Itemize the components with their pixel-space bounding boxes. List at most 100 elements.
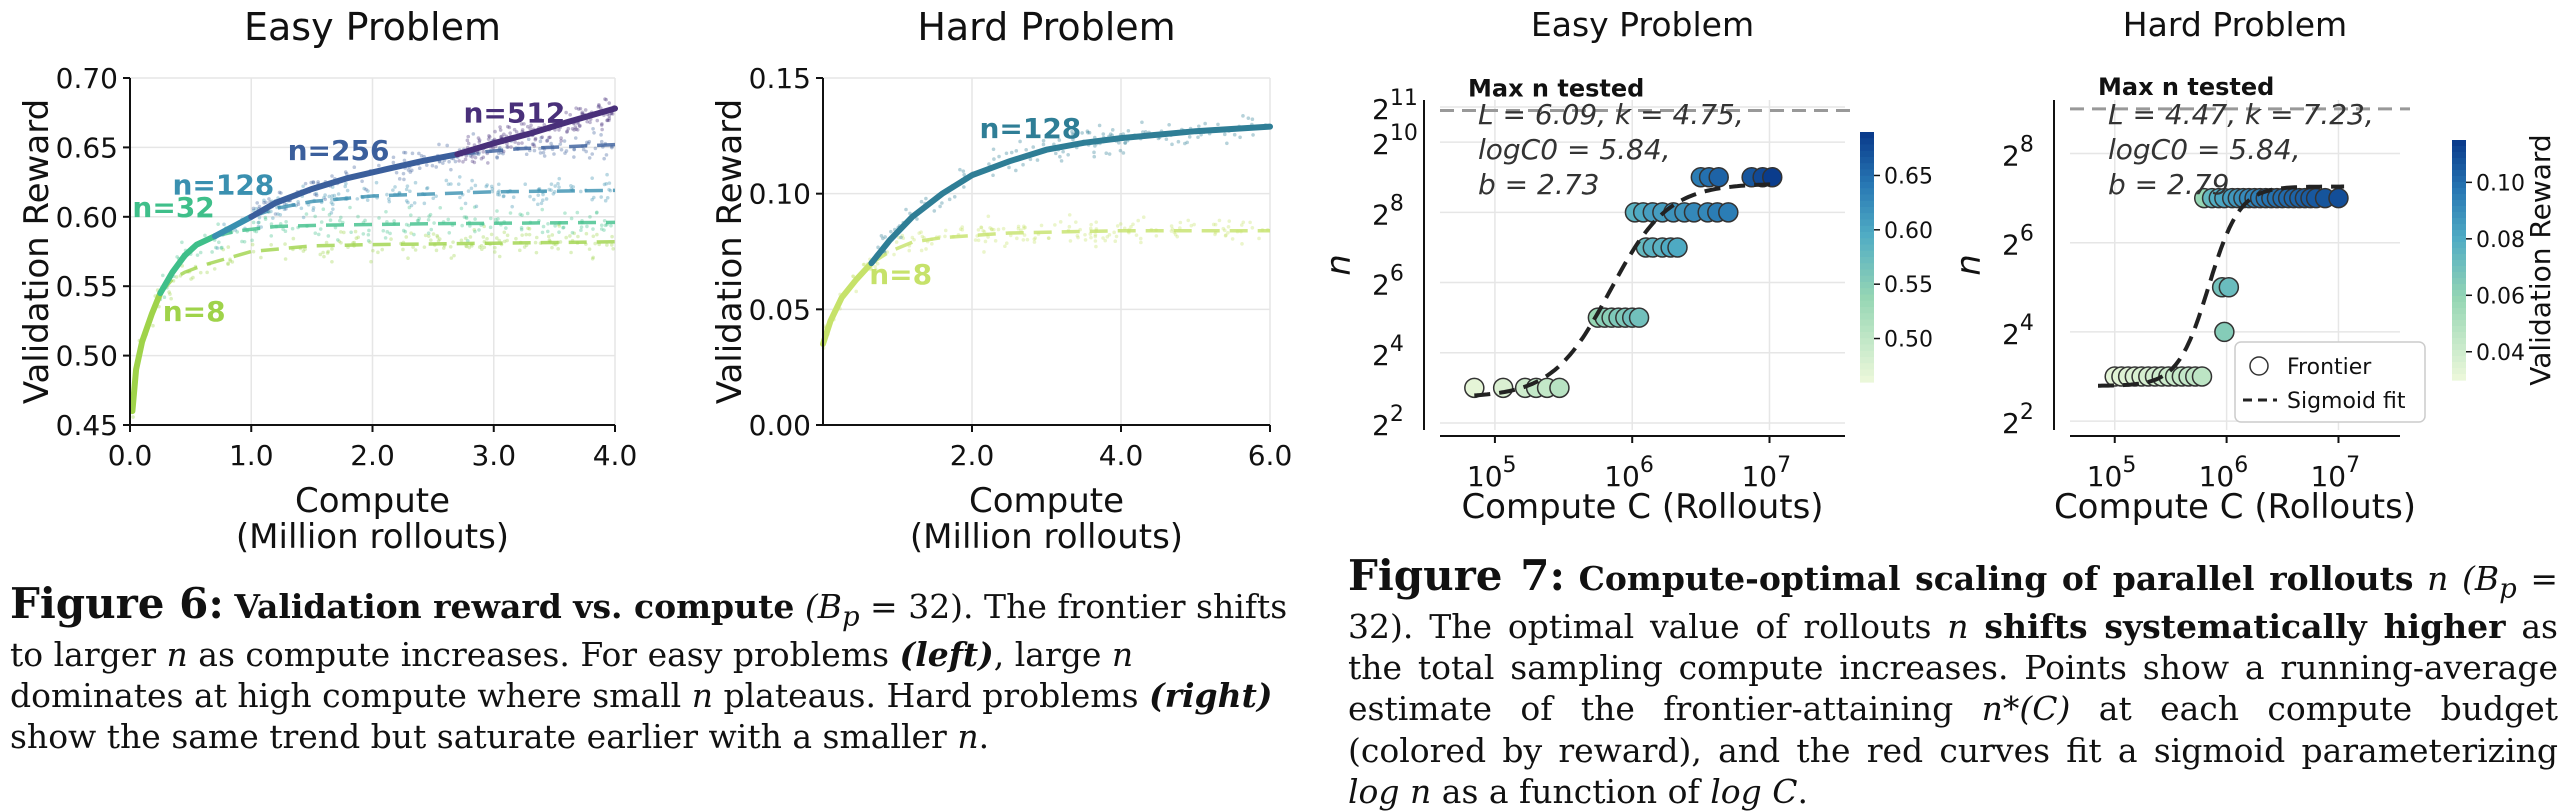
- noise-point: [1114, 234, 1119, 239]
- noise-point: [1058, 220, 1063, 224]
- noise-point: [603, 97, 607, 101]
- x-tick-label: 6.0: [1248, 439, 1293, 472]
- noise-point: [545, 139, 549, 143]
- legend-box: [2234, 341, 2426, 423]
- noise-point: [198, 250, 203, 255]
- noise-point: [376, 250, 380, 255]
- y-tick-label: 0.45: [56, 409, 118, 442]
- noise-point: [470, 159, 475, 164]
- noise-point: [342, 230, 346, 235]
- noise-point: [1067, 224, 1072, 229]
- noise-point: [330, 174, 334, 178]
- noise-point: [323, 197, 328, 202]
- noise-point: [1014, 168, 1018, 173]
- noise-point: [401, 171, 406, 176]
- noise-point: [576, 107, 581, 111]
- noise-point: [1080, 131, 1084, 135]
- noise-point: [273, 212, 278, 216]
- noise-point: [353, 229, 358, 234]
- noise-point: [602, 228, 606, 232]
- noise-point: [1101, 132, 1106, 136]
- noise-point: [1246, 116, 1251, 120]
- noise-point: [501, 194, 506, 199]
- noise-point: [919, 248, 924, 253]
- x-axis-label: Compute C (Rollouts): [2054, 487, 2416, 527]
- noise-point: [391, 160, 396, 165]
- frontier-point: [1708, 166, 1729, 188]
- series-label: n=8: [163, 295, 226, 328]
- noise-point: [431, 196, 436, 201]
- noise-point: [532, 197, 536, 202]
- noise-point: [329, 211, 334, 215]
- noise-point: [327, 212, 332, 217]
- noise-point: [412, 232, 416, 237]
- noise-point: [545, 229, 550, 234]
- noise-point: [446, 217, 451, 222]
- noise-point: [1189, 223, 1194, 228]
- noise-point: [1087, 130, 1092, 135]
- noise-point: [1241, 220, 1246, 225]
- noise-point: [402, 158, 407, 163]
- noise-point: [461, 160, 465, 164]
- noise-point: [1046, 236, 1051, 240]
- x-tick-label: 0.0: [108, 439, 153, 472]
- noise-point: [546, 221, 550, 226]
- noise-point: [542, 123, 547, 127]
- noise-point: [505, 145, 509, 149]
- noise-point: [593, 241, 597, 246]
- noise-point: [528, 126, 532, 131]
- colorbar-segment: [1860, 275, 1874, 283]
- noise-point: [920, 234, 925, 239]
- colorbar-segment: [2452, 248, 2466, 255]
- noise-point: [1113, 239, 1118, 244]
- noise-point: [472, 227, 477, 232]
- colorbar-segment: [2452, 206, 2466, 213]
- noise-point: [566, 126, 571, 131]
- noise-point: [1024, 147, 1028, 152]
- noise-point: [549, 182, 554, 186]
- noise-point: [356, 235, 361, 240]
- noise-point: [1129, 225, 1133, 229]
- noise-point: [430, 163, 435, 168]
- y-tick-label: 24: [2002, 311, 2034, 351]
- noise-point: [383, 236, 388, 240]
- noise-point: [1216, 122, 1220, 127]
- noise-point: [1021, 162, 1025, 167]
- noise-point: [1057, 138, 1062, 142]
- noise-point: [553, 184, 558, 188]
- noise-point: [1070, 129, 1074, 134]
- noise-point: [526, 226, 530, 231]
- colorbar-segment: [2452, 368, 2466, 375]
- noise-point: [301, 215, 306, 220]
- noise-point: [1169, 229, 1174, 233]
- noise-point: [603, 223, 608, 228]
- noise-point: [345, 188, 350, 193]
- noise-point: [464, 244, 469, 249]
- noise-point: [947, 197, 952, 202]
- colorbar-segment: [1860, 288, 1874, 296]
- noise-point: [343, 170, 348, 174]
- noise-point: [281, 227, 285, 232]
- x-tick-label: 2.0: [950, 439, 995, 472]
- noise-point: [538, 151, 543, 155]
- noise-point: [904, 207, 908, 212]
- noise-point: [599, 223, 604, 228]
- x-tick-label: 4.0: [1099, 439, 1144, 472]
- noise-point: [469, 186, 474, 191]
- colorbar-tick-label: 0.60: [1884, 219, 1933, 244]
- noise-point: [1248, 220, 1252, 225]
- noise-point: [573, 136, 578, 140]
- noise-point: [426, 231, 431, 236]
- noise-point: [599, 133, 603, 137]
- noise-point: [506, 145, 510, 149]
- noise-point: [366, 232, 371, 237]
- colorbar-segment: [1860, 157, 1874, 164]
- noise-point: [402, 150, 406, 155]
- noise-point: [1223, 233, 1228, 238]
- noise-point: [534, 235, 539, 240]
- noise-point: [435, 233, 439, 238]
- noise-point: [473, 155, 478, 160]
- noise-point: [385, 230, 390, 234]
- noise-point: [488, 216, 493, 221]
- noise-point: [222, 222, 226, 227]
